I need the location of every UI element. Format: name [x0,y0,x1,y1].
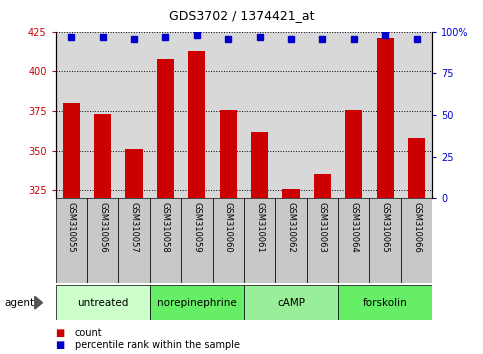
Bar [188,51,205,198]
Text: GSM310062: GSM310062 [286,202,296,253]
Text: GSM310065: GSM310065 [381,202,390,253]
Bar [118,198,150,283]
Bar [126,149,142,198]
Bar [56,198,87,283]
Bar [150,198,181,283]
Text: GSM310060: GSM310060 [224,202,233,253]
Text: agent: agent [5,298,35,308]
Bar [275,198,307,283]
Bar [338,285,432,320]
Bar [87,198,118,283]
Text: GSM310061: GSM310061 [255,202,264,253]
Bar [307,198,338,283]
Bar [314,175,331,198]
Text: GSM310057: GSM310057 [129,202,139,253]
Text: GDS3702 / 1374421_at: GDS3702 / 1374421_at [169,9,314,22]
Bar [181,198,213,283]
Bar [401,198,432,283]
Text: untreated: untreated [77,298,128,308]
Bar [408,138,425,198]
Bar [377,38,394,198]
Text: percentile rank within the sample: percentile rank within the sample [75,340,240,350]
Text: GSM310064: GSM310064 [349,202,358,253]
Bar [157,59,174,198]
Bar [251,132,268,198]
Bar [150,285,244,320]
Text: GSM310063: GSM310063 [318,202,327,253]
Text: count: count [75,329,102,338]
Bar [345,109,362,198]
Text: GSM310055: GSM310055 [67,202,76,253]
Bar [56,285,150,320]
Text: ■: ■ [56,329,65,338]
Bar [63,103,80,198]
Text: GSM310058: GSM310058 [161,202,170,253]
Text: GSM310066: GSM310066 [412,202,421,253]
Text: cAMP: cAMP [277,298,305,308]
Bar [213,198,244,283]
Polygon shape [35,296,43,309]
Bar [338,198,369,283]
Text: norepinephrine: norepinephrine [157,298,237,308]
Bar [283,189,299,198]
Text: GSM310056: GSM310056 [98,202,107,253]
Text: GSM310059: GSM310059 [192,202,201,253]
Bar [94,114,111,198]
Bar [244,198,275,283]
Bar [369,198,401,283]
Bar [244,285,338,320]
Text: forskolin: forskolin [363,298,408,308]
Text: ■: ■ [56,340,65,350]
Bar [220,109,237,198]
